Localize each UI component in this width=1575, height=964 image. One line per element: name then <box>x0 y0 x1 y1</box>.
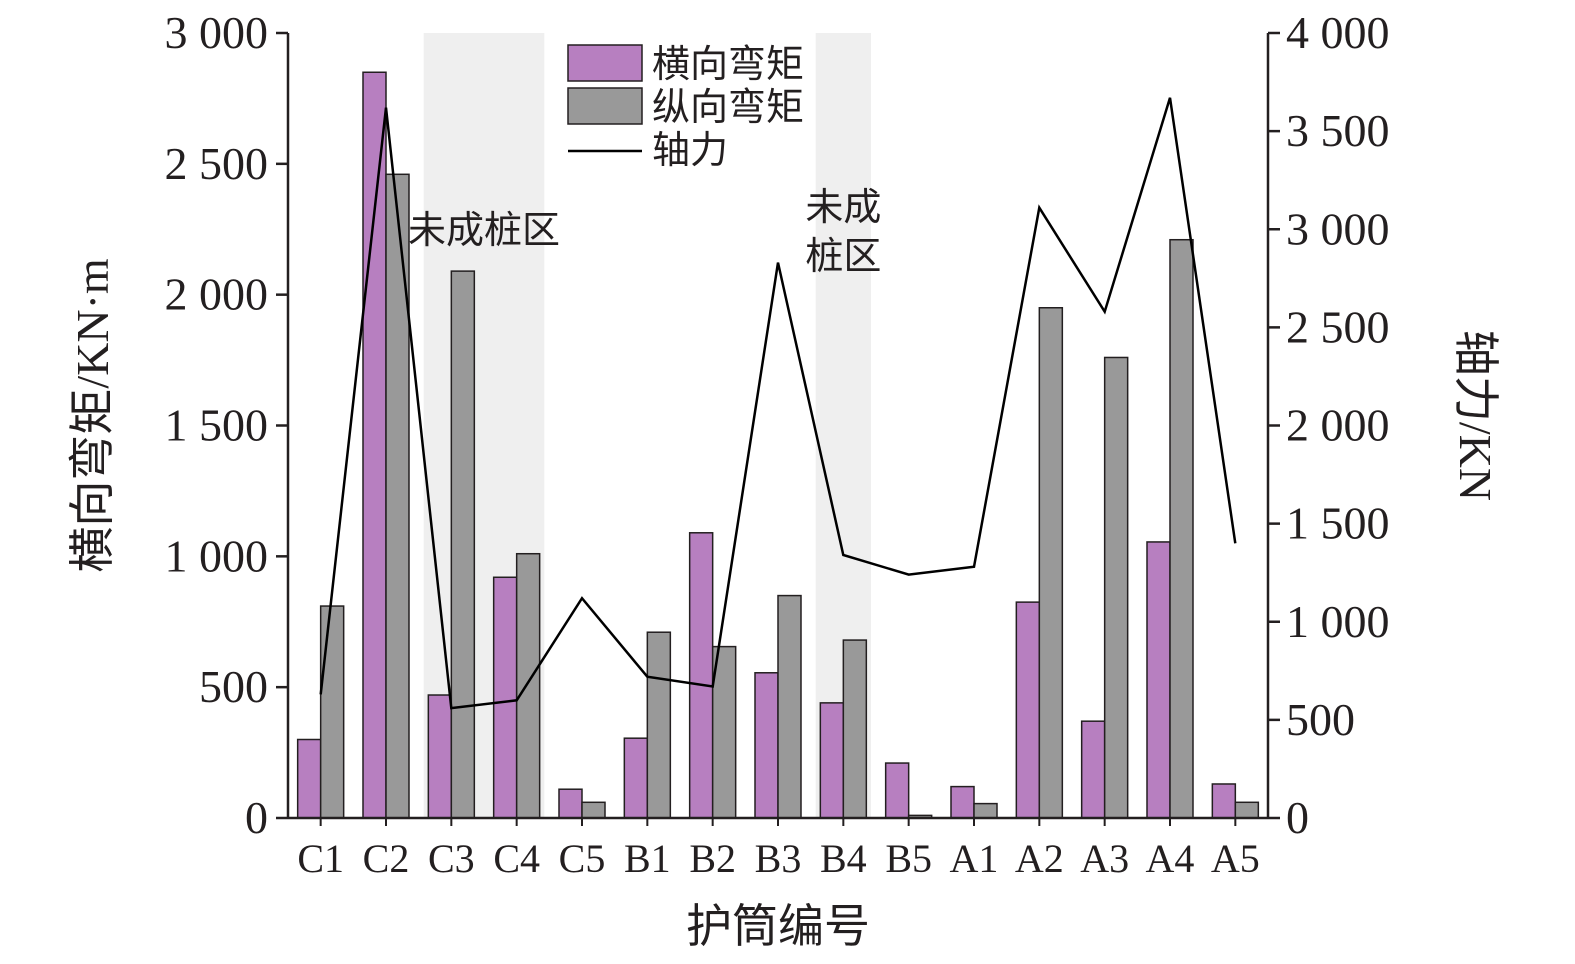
x-tick-label: C4 <box>493 836 540 881</box>
right-tick-label: 1 000 <box>1286 596 1390 647</box>
zone-1-label: 未成桩区 <box>408 210 560 252</box>
bar-transverse-B4 <box>819 702 845 819</box>
x-tick-label: B4 <box>820 836 867 881</box>
bar-transverse-A1 <box>950 785 975 819</box>
bar-transverse-A2 <box>1015 601 1041 819</box>
bar-longitudinal-C5 <box>581 801 606 819</box>
x-tick-label: C2 <box>363 836 410 881</box>
bar-longitudinal-A1 <box>973 802 998 819</box>
left-tick-label: 2 000 <box>165 269 269 320</box>
right-tick-label: 3 000 <box>1286 203 1390 254</box>
legend-label-transverse: 横向弯矩 <box>652 44 804 86</box>
axial-force-line <box>319 97 1237 710</box>
bar-longitudinal-A5 <box>1234 801 1260 819</box>
x-tick-label: C1 <box>297 836 344 881</box>
legend-swatch-transverse <box>567 44 643 82</box>
left-tick-label: 0 <box>245 792 268 843</box>
bar-longitudinal-C3 <box>450 270 476 819</box>
bar-longitudinal-C4 <box>515 552 541 819</box>
x-tick-label: A2 <box>1015 836 1064 881</box>
left-tick-label: 3 000 <box>165 7 269 58</box>
bar-transverse-C3 <box>427 694 453 819</box>
right-tick-label: 4 000 <box>1286 7 1390 58</box>
bar-longitudinal-B4 <box>842 639 868 819</box>
x-tick-label: B2 <box>689 836 736 881</box>
right-tick-label: 1 500 <box>1286 498 1390 549</box>
bar-transverse-A5 <box>1211 783 1237 819</box>
x-tick-label: A3 <box>1080 836 1129 881</box>
left-tick-label: 500 <box>199 661 268 712</box>
right-tick-label: 3 500 <box>1286 105 1390 156</box>
bar-transverse-C5 <box>558 788 583 819</box>
bar-transverse-C4 <box>492 576 518 819</box>
bar-transverse-C1 <box>296 738 322 819</box>
left-tick-label: 1 000 <box>165 530 269 581</box>
zone-2-label-line-2: 桩区 <box>805 236 881 278</box>
bar-transverse-B3 <box>754 672 779 819</box>
right-axis-title: 轴力/KN <box>1450 330 1501 501</box>
x-tick-label: B3 <box>755 836 802 881</box>
x-tick-label: A1 <box>950 836 999 881</box>
axial-force-polyline <box>319 97 1237 710</box>
left-tick-label: 2 500 <box>165 138 269 189</box>
x-tick-label: B1 <box>624 836 671 881</box>
bar-transverse-B5 <box>884 762 910 819</box>
legend-label-axial: 轴力 <box>652 130 728 172</box>
bar-transverse-C2 <box>362 71 387 819</box>
bar-longitudinal-B3 <box>777 594 802 819</box>
bar-longitudinal-C1 <box>319 605 345 819</box>
x-tick-label: A4 <box>1146 836 1195 881</box>
right-tick-label: 0 <box>1286 792 1309 843</box>
shaded-zones <box>423 33 871 818</box>
zone-2-label-line-1: 未成 <box>805 187 881 229</box>
right-tick-label: 500 <box>1286 694 1355 745</box>
bar-transverse-A3 <box>1080 720 1106 819</box>
bar-transverse-A4 <box>1146 541 1171 819</box>
bar-longitudinal-A4 <box>1169 238 1194 819</box>
x-tick-label: C3 <box>428 836 475 881</box>
bar-longitudinal-A3 <box>1103 356 1129 819</box>
axes: 0 500 1 000 1 500 2 000 2 500 3 000 0 500 1 000 1 … <box>165 7 1390 881</box>
legend-label-longitudinal: 纵向弯矩 <box>652 87 804 129</box>
left-tick-label: 1 500 <box>165 400 269 451</box>
bar-transverse-B1 <box>623 737 649 819</box>
x-axis-title: 护筒编号 <box>686 901 870 952</box>
axis-titles: 护筒编号 横向弯矩/KN·m 轴力/KN <box>67 258 1501 952</box>
bar-longitudinal-A2 <box>1038 307 1064 819</box>
legend-swatch-longitudinal <box>567 87 643 125</box>
left-axis-title: 横向弯矩/KN·m <box>67 258 118 573</box>
bar-longitudinal-B1 <box>646 631 672 819</box>
bar-transverse-B2 <box>688 532 714 819</box>
x-tick-label: B5 <box>885 836 932 881</box>
x-tick-label: A5 <box>1211 836 1260 881</box>
right-tick-label: 2 000 <box>1286 400 1390 451</box>
bar-longitudinal-C2 <box>385 173 410 819</box>
right-tick-label: 2 500 <box>1286 301 1390 352</box>
x-tick-label: C5 <box>559 836 606 881</box>
